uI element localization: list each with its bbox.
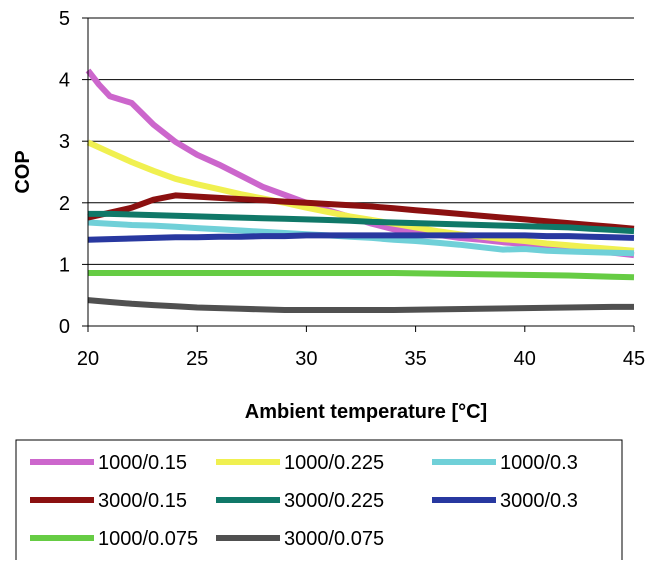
y-tick-label: 5 [59, 8, 70, 30]
legend: 1000/0.15 1000/0.225 1000/0.3 3000/0.15 3000… [15, 439, 623, 560]
legend-border [15, 439, 623, 560]
y-tick-label: 1 [59, 254, 70, 276]
legend-label: 3000/0.225 [284, 490, 384, 512]
legend-label: 3000/0.15 [98, 490, 187, 512]
axes [82, 17, 635, 332]
y-axis-title: COP [12, 150, 34, 193]
legend-label: 1000/0.15 [98, 452, 187, 474]
legend-label: 1000/0.225 [284, 452, 384, 474]
x-tick-label: 45 [623, 348, 645, 370]
series-line-4 [87, 192, 635, 232]
series-lines [85, 68, 635, 313]
series-line-2 [86, 139, 635, 254]
legend-label: 3000/0.075 [284, 528, 384, 550]
y-tick-label: 2 [59, 193, 70, 215]
series-line-7 [88, 270, 635, 281]
y-tick-label: 4 [59, 70, 70, 92]
x-tick-label: 35 [404, 348, 426, 370]
x-tick-label: 30 [295, 348, 317, 370]
x-tick-label: 25 [186, 348, 208, 370]
series-line-5 [88, 210, 635, 235]
legend-label: 1000/0.075 [98, 528, 198, 550]
y-tick-label: 0 [59, 316, 70, 338]
x-tick-label: 40 [514, 348, 536, 370]
x-axis-title: Ambient temperature [°C] [245, 401, 487, 423]
legend-label: 1000/0.3 [500, 452, 578, 474]
legend-label: 3000/0.3 [500, 490, 578, 512]
series-line-8 [87, 297, 634, 313]
series-line-6 [87, 232, 635, 243]
x-tick-label: 20 [77, 348, 99, 370]
y-tick-label: 3 [59, 131, 70, 153]
